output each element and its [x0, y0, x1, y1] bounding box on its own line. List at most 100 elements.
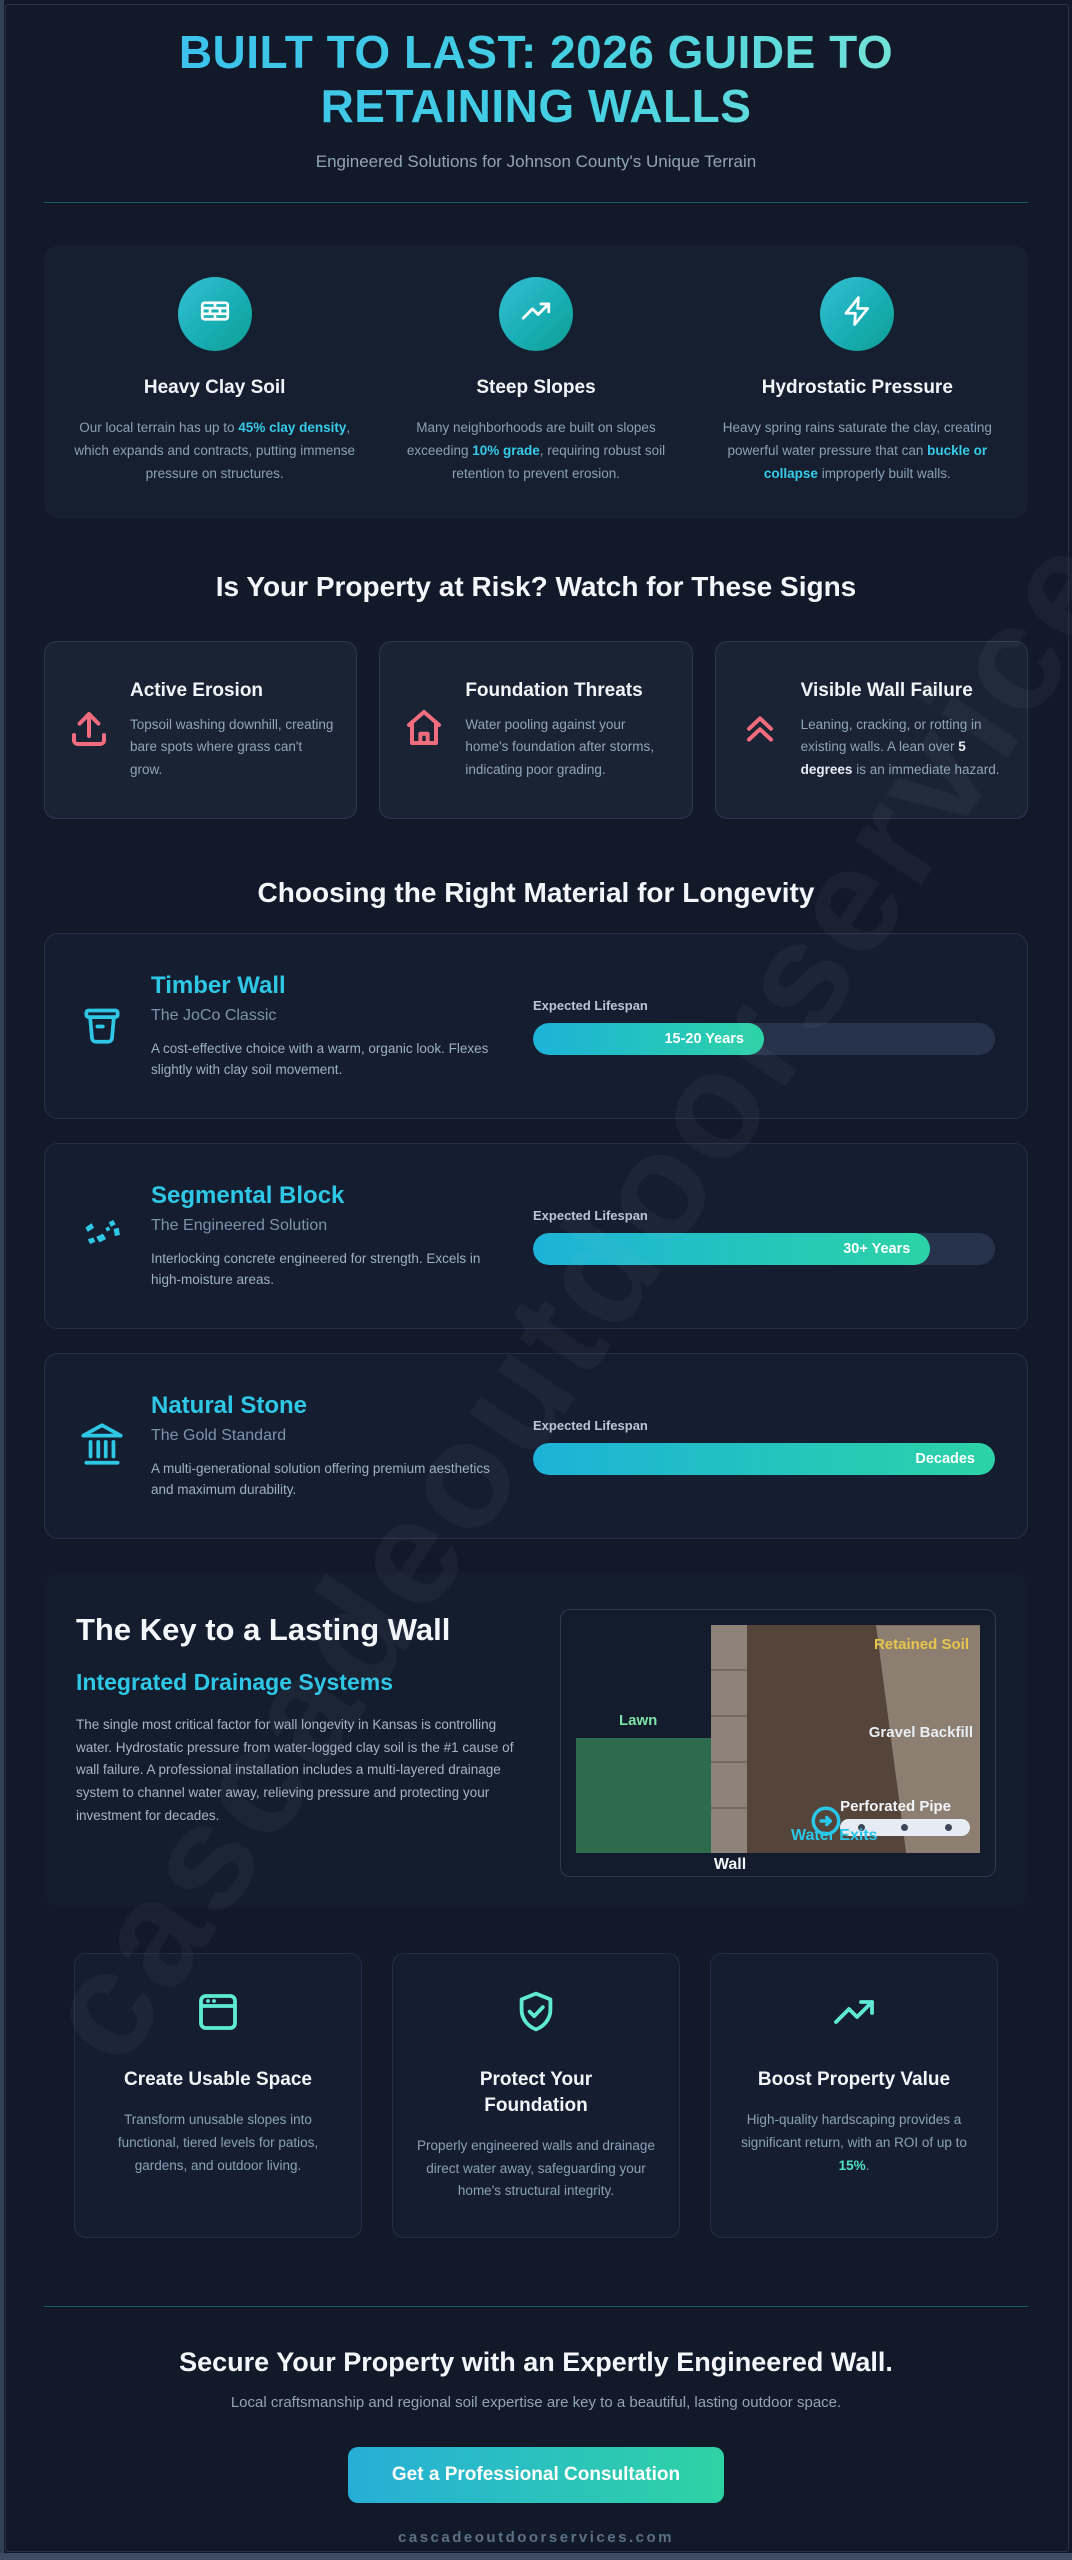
challenge-steep-slopes: Steep Slopes Many neighborhoods are buil… [383, 276, 688, 486]
benefit-text: Transform unusable slopes into functiona… [117, 2111, 319, 2173]
challenge-text: Our local terrain has up to 45% clay den… [74, 419, 355, 482]
challenge-icon-circle [177, 276, 252, 351]
lifespan-value: Decades [915, 1450, 975, 1467]
benefit-card-property-value: Boost Property Value High-quality hardsc… [710, 1953, 998, 2239]
page-title: BUILT TO LAST: 2026 GUIDE TO RETAINING W… [44, 26, 1028, 134]
challenge-title: Heavy Clay Soil [143, 376, 286, 398]
drainage-diagram: Retained Soil Gravel Backfill Lawn Wall … [560, 1609, 996, 1878]
footer-subtext: Local craftsmanship and regional soil ex… [230, 2394, 842, 2412]
risk-cards: Active Erosion Topsoil washing downhill,… [44, 641, 1028, 820]
challenge-icon-circle [498, 276, 573, 351]
risk-card-wall-failure: Visible Wall Failure Leaning, cracking, … [714, 641, 1028, 820]
lifespan-label: Expected Lifespan [533, 1207, 648, 1223]
risk-card-text: Water pooling against your home's founda… [465, 716, 654, 777]
material-title: Segmental Block [151, 1181, 345, 1209]
footer-heading: Secure Your Property with an Expertly En… [179, 2347, 893, 2378]
material-title: Timber Wall [151, 971, 286, 999]
challenge-title: Steep Slopes [476, 376, 596, 398]
arrow-right-circle-icon [809, 1804, 843, 1838]
material-text: A multi-generational solution offering p… [151, 1460, 490, 1498]
pipe-hole [901, 1824, 909, 1832]
material-card-stone: Natural Stone The Gold Standard A multi-… [44, 1353, 1028, 1540]
material-subtitle: The Gold Standard [151, 1426, 287, 1444]
material-card-segmental: Segmental Block The Engineered Solution … [44, 1143, 1028, 1330]
material-title: Natural Stone [151, 1391, 308, 1419]
footer: Secure Your Property with an Expertly En… [44, 2347, 1028, 2546]
material-subtitle: The Engineered Solution [151, 1216, 328, 1234]
diagram-label-water-exits: Water Exits [791, 1827, 878, 1845]
lifespan-label: Expected Lifespan [533, 997, 648, 1013]
challenge-text: Many neighborhoods are built on slopes e… [406, 419, 666, 482]
lifespan-track: 15-20 Years [533, 1022, 995, 1055]
diagram-label-wall: Wall [713, 1856, 747, 1874]
material-subtitle: The JoCo Classic [151, 1006, 277, 1024]
risk-card-title: Visible Wall Failure [800, 679, 973, 701]
lifespan-track: 30+ Years [533, 1232, 995, 1265]
diagram-lawn-area [576, 1738, 711, 1854]
lifespan-bar: 30+ Years [533, 1232, 931, 1265]
page-subtitle: Engineered Solutions for Johnson County'… [315, 151, 757, 171]
shield-check-icon [417, 1988, 655, 2041]
drainage-body: The single most critical factor for wall… [76, 1717, 514, 1823]
frame-icon [99, 1988, 337, 2041]
benefit-text: High-quality hardscaping provides a sign… [741, 2111, 967, 2173]
material-text: Interlocking concrete engineered for str… [151, 1250, 481, 1288]
window-bottom-edge [0, 2553, 1072, 2560]
footer-divider [44, 2306, 1028, 2308]
benefit-title: Protect Your Foundation [479, 2069, 593, 2116]
chevrons-up-icon [736, 704, 784, 757]
stone-landmark-icon [77, 1419, 127, 1474]
drainage-heading: The Key to a Lasting Wall [76, 1612, 451, 1648]
diagram-wall-blocks [711, 1625, 747, 1854]
challenge-hydrostatic: Hydrostatic Pressure Heavy spring rains … [705, 276, 1010, 486]
benefit-title: Create Usable Space [124, 2069, 312, 2091]
drainage-subheading: Integrated Drainage Systems [76, 1669, 394, 1696]
header-divider [44, 201, 1028, 203]
risk-card-title: Active Erosion [130, 679, 264, 701]
footer-domain: cascadeoutdoorservices.com [398, 2529, 674, 2547]
drainage-section-card: The Key to a Lasting Wall Integrated Dra… [44, 1573, 1028, 1908]
pipe-hole [858, 1824, 866, 1832]
risk-section-heading: Is Your Property at Risk? Watch for Thes… [215, 571, 857, 603]
block-fragments-icon [77, 1209, 127, 1264]
upload-arrow-icon [65, 704, 113, 757]
timber-bucket-icon [77, 999, 127, 1054]
diagram-label-lawn: Lawn [619, 1712, 658, 1730]
challenge-icon-circle [820, 276, 895, 351]
diagram-label-retained-soil: Retained Soil [873, 1636, 969, 1654]
window-left-edge [0, 0, 4, 2560]
risk-card-erosion: Active Erosion Topsoil washing downhill,… [44, 641, 358, 820]
lifespan-value: 30+ Years [843, 1240, 911, 1257]
risk-card-text: Topsoil washing downhill, creating bare … [130, 716, 334, 777]
lifespan-value: 15-20 Years [664, 1030, 744, 1047]
page-title-line2: RETAINING WALLS [320, 79, 752, 132]
risk-card-title: Foundation Threats [465, 679, 643, 701]
challenges-card: Heavy Clay Soil Our local terrain has up… [44, 244, 1028, 520]
diagram-label-gravel: Gravel Backfill [868, 1724, 973, 1742]
lifespan-track: Decades [533, 1442, 995, 1475]
benefit-title: Boost Property Value [757, 2069, 951, 2091]
benefit-card-usable-space: Create Usable Space Transform unusable s… [74, 1953, 362, 2239]
material-card-timber: Timber Wall The JoCo Classic A cost-effe… [44, 933, 1028, 1120]
diagram-perforated-pipe [840, 1819, 970, 1837]
materials-section-heading: Choosing the Right Material for Longevit… [257, 877, 815, 909]
challenge-text: Heavy spring rains saturate the clay, cr… [722, 419, 992, 482]
diagram-label-pipe: Perforated Pipe [840, 1798, 951, 1816]
hero-header: BUILT TO LAST: 2026 GUIDE TO RETAINING W… [44, 0, 1028, 203]
challenge-title: Hydrostatic Pressure [761, 376, 953, 398]
lifespan-bar: 15-20 Years [533, 1022, 764, 1055]
lifespan-label: Expected Lifespan [533, 1417, 648, 1433]
pipe-hole [944, 1824, 952, 1832]
trend-up-icon [735, 1988, 973, 2041]
challenge-clay-soil: Heavy Clay Soil Our local terrain has up… [62, 276, 367, 486]
page-title-line1: BUILT TO LAST: 2026 GUIDE TO [178, 26, 894, 78]
material-text: A cost-effective choice with a warm, org… [151, 1040, 489, 1078]
benefit-cards: Create Usable Space Transform unusable s… [74, 1953, 998, 2239]
consultation-cta-button[interactable]: Get a Professional Consultation [347, 2447, 725, 2504]
lightning-icon [840, 294, 874, 333]
trend-up-icon [519, 294, 553, 333]
home-icon [400, 704, 448, 757]
lifespan-bar: Decades [533, 1442, 995, 1475]
benefit-text: Properly engineered walls and drainage d… [417, 2137, 655, 2199]
